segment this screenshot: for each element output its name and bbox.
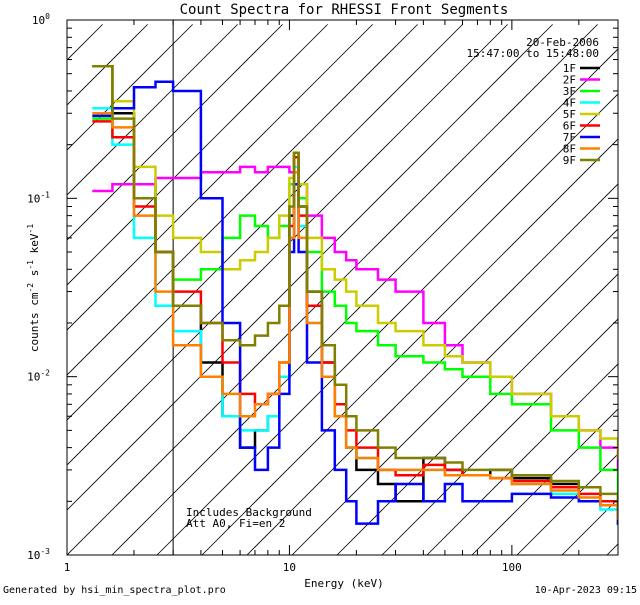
chart-title: Count Spectra for RHESSI Front Segments (180, 2, 509, 18)
y-tick-label-base: 10 (27, 192, 40, 205)
hatch-line (67, 24, 508, 466)
spectra-series-group (92, 65, 618, 525)
y-tick-label-base: 10 (27, 549, 40, 562)
footer-timestamp: 10-Apr-2023 09:15 (534, 585, 637, 596)
legend-label-3f: 3F (563, 85, 576, 98)
x-tick-label: 10 (283, 561, 296, 574)
note-background: Includes Background (186, 506, 312, 519)
x-axis-title: Energy (keV) (304, 577, 383, 590)
footer-generated-by: Generated by hsi_min_spectra_plot.pro (3, 585, 226, 596)
hatch-line (516, 453, 618, 555)
y-axis-title-exp1: -2 (26, 283, 35, 293)
hatch-line (471, 408, 618, 555)
series-line-3f (92, 117, 618, 503)
y-tick-label-exp: 0 (45, 12, 50, 21)
axis-ticks (66, 19, 619, 556)
x-tick-label: 1 (64, 561, 71, 574)
hatch-line (67, 24, 373, 331)
legend-date: 20-Feb-2006 (526, 36, 599, 49)
y-axis-title-exp3: -1 (26, 224, 35, 234)
hatch-line (67, 24, 553, 511)
x-tick-label: 100 (502, 561, 522, 574)
legend-label-6f: 6F (563, 120, 576, 133)
y-axis-title-exp2: -1 (26, 260, 35, 270)
legend-time-range: 15:47:00 to 15:48:00 (467, 47, 599, 60)
legend-label-8f: 8F (563, 143, 576, 156)
hatch-line (67, 24, 418, 376)
y-tick-label: 100 (32, 12, 50, 27)
hatch-line (67, 24, 148, 106)
y-tick-label-exp: -1 (40, 190, 50, 199)
y-axis-title: counts cm-2 s-1 keV-1 (26, 224, 41, 352)
hatch-line (67, 24, 238, 196)
plot-frame (66, 19, 619, 556)
hatch-line (67, 24, 463, 421)
legend-label-1f: 1F (563, 62, 576, 75)
y-tick-label: 10-1 (27, 190, 50, 205)
hatch-line (67, 24, 283, 241)
note-attenuator: Att A0, Fi=en 2 (186, 517, 285, 530)
legend-label-5f: 5F (563, 108, 576, 121)
y-tick-label: 10-3 (27, 547, 50, 562)
legend-label-7f: 7F (563, 131, 576, 144)
series-line-8f (92, 111, 618, 520)
hatch-line (291, 228, 618, 555)
hatch-line (67, 24, 103, 61)
y-axis-title-mid: s (28, 270, 41, 283)
legend-label-9f: 9F (563, 154, 576, 167)
y-tick-label: 10-2 (27, 369, 50, 384)
hatch-line (336, 273, 618, 555)
hatch-line (111, 48, 618, 555)
y-tick-label-exp: -3 (40, 547, 50, 556)
legend-label-2f: 2F (563, 74, 576, 87)
y-tick-label-base: 10 (27, 371, 40, 384)
x-tick-labels: 1 10 100 (64, 561, 522, 574)
y-tick-label-base: 10 (32, 14, 45, 27)
hatch-line (426, 363, 618, 555)
hatch-line (381, 318, 618, 555)
hatch-line (67, 24, 328, 286)
y-axis-title-base: counts cm (28, 292, 41, 352)
y-axis-title-tail: keV (28, 233, 41, 260)
legend-label-4f: 4F (563, 97, 576, 110)
hatch-line (606, 543, 618, 555)
series-line-5f (92, 65, 618, 460)
hatch-line (201, 138, 618, 555)
hatch-line (67, 24, 598, 555)
series-line-9f (92, 65, 618, 511)
y-tick-label-exp: -2 (40, 369, 50, 378)
